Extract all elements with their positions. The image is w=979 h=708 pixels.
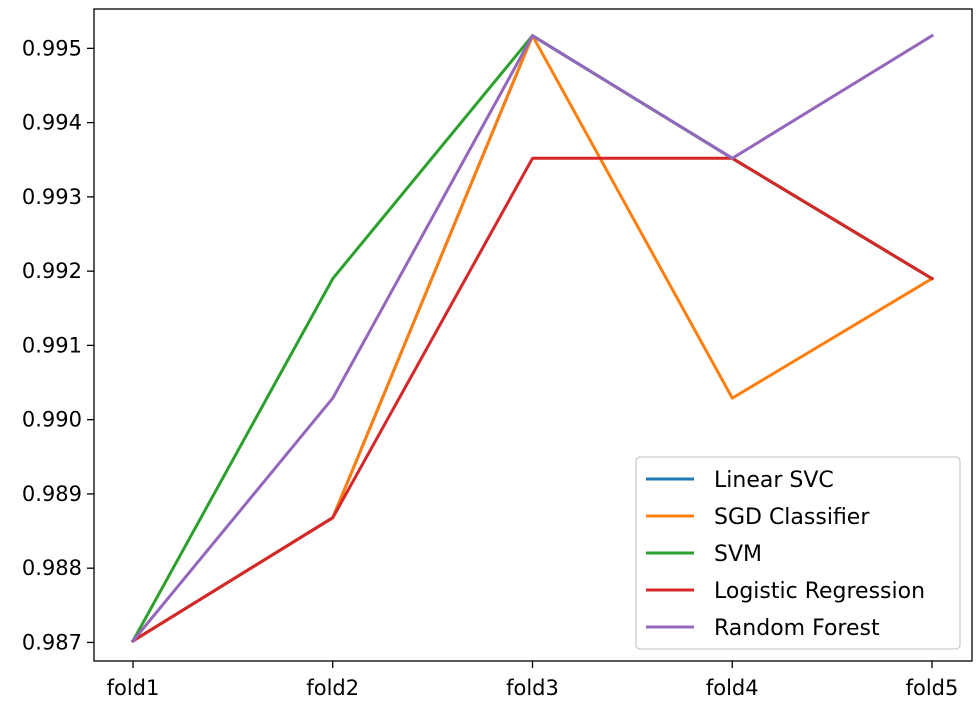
x-tick-label: fold4	[706, 676, 759, 700]
legend-label: SVM	[714, 542, 762, 567]
x-tick-label: fold1	[107, 676, 160, 700]
legend-box	[635, 456, 961, 650]
y-tick-label: 0.991	[22, 333, 82, 357]
legend-label: SGD Classifier	[714, 505, 870, 530]
y-tick-label: 0.993	[22, 185, 82, 209]
legend-label: Logistic Regression	[714, 579, 925, 604]
x-tick-label: fold3	[506, 676, 559, 700]
series-lines	[130, 33, 935, 644]
series-line-logistic-regression	[130, 156, 935, 643]
y-tick-label: 0.992	[22, 259, 82, 283]
y-tick-label: 0.994	[22, 111, 82, 135]
y-tick-label: 0.987	[22, 630, 82, 654]
y-tick-label: 0.995	[22, 36, 82, 60]
legend: Linear SVC SGD Classifier SVM Logistic Regr…	[635, 456, 961, 650]
x-tick-label: fold2	[306, 676, 359, 700]
x-tick-label: fold5	[906, 676, 959, 700]
series-line-random-forest	[130, 33, 935, 644]
y-tick-label: 0.989	[22, 482, 82, 506]
legend-label: Linear SVC	[714, 468, 834, 493]
y-axis: 0.987 0.988 0.989 0.990 0.991 0.992 0.993 0.994…	[22, 36, 94, 654]
legend-label: Random Forest	[714, 616, 880, 641]
y-tick-label: 0.988	[22, 556, 82, 580]
y-tick-label: 0.990	[22, 408, 82, 432]
x-axis: fold1 fold2 fold3 fold4 fold5	[107, 661, 959, 700]
plot-frame	[93, 8, 973, 662]
